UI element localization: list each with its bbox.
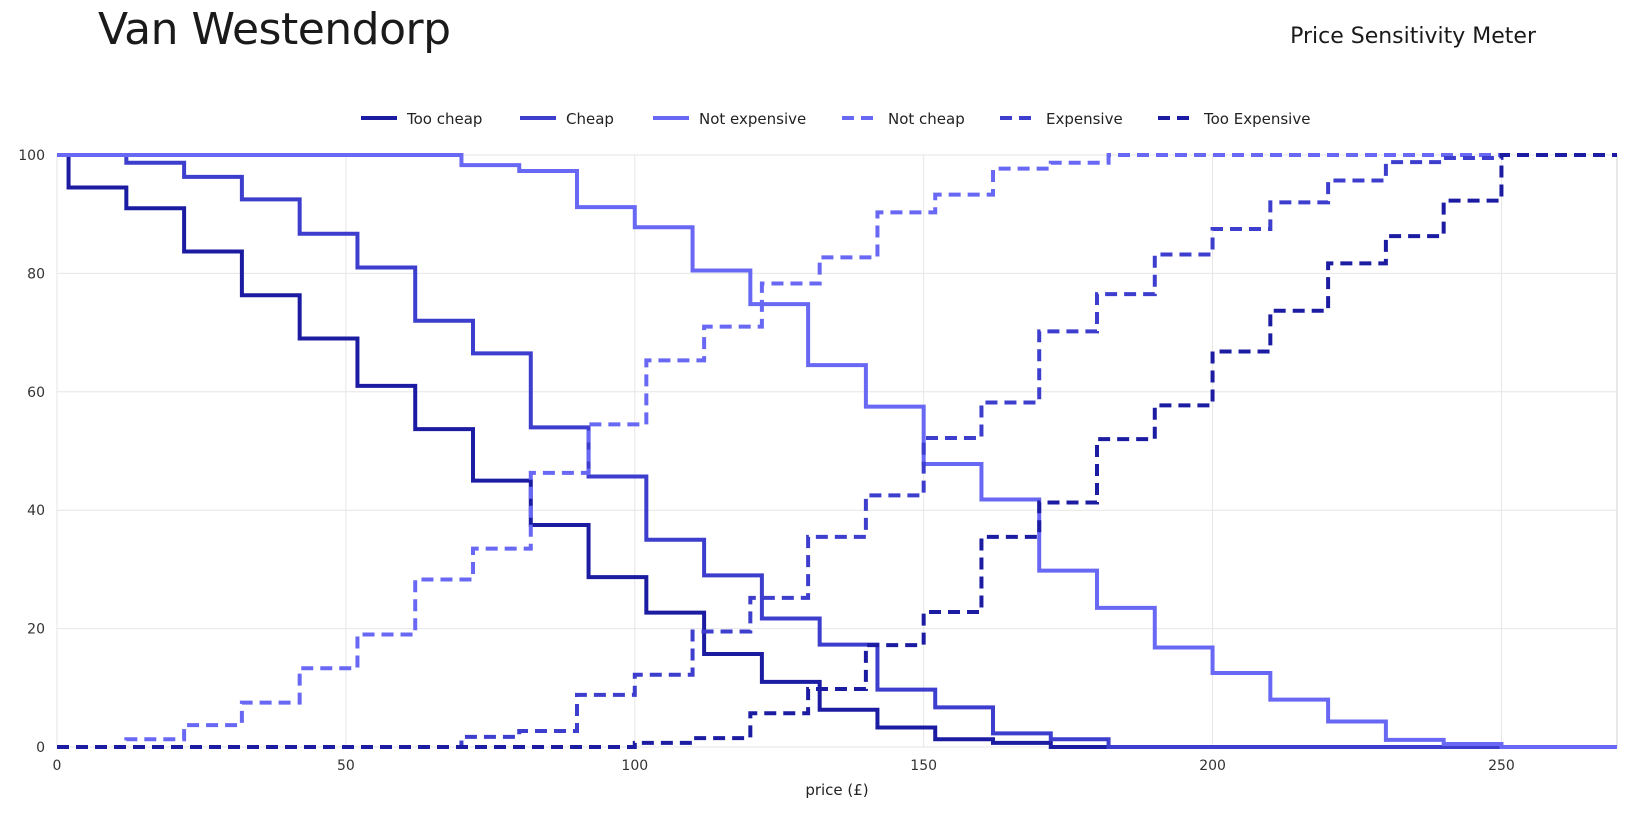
x-tick-label: 250 [1488, 758, 1515, 774]
legend-label: Not cheap [888, 110, 965, 128]
chart-title: Van Westendorp [98, 4, 451, 55]
series-line-not-expensive [57, 153, 1617, 749]
legend-item: Cheap [520, 110, 614, 128]
legend-item: Not expensive [653, 110, 806, 128]
legend-label: Expensive [1046, 110, 1123, 128]
y-tick-label: 60 [27, 385, 45, 401]
series-line-not-cheap [57, 153, 1617, 749]
x-tick-label: 200 [1199, 758, 1226, 774]
legend-item: Not cheap [842, 110, 965, 128]
x-tick-label: 100 [621, 758, 648, 774]
legend-label: Not expensive [699, 110, 806, 128]
y-tick-label: 40 [27, 503, 45, 519]
x-axis-label: price (£) [805, 781, 868, 799]
series-layer [57, 153, 1617, 749]
legend-label: Cheap [566, 110, 614, 128]
legend-item: Too cheap [361, 110, 482, 128]
y-tick-label: 100 [18, 148, 45, 164]
y-tick-label: 80 [27, 266, 45, 282]
series-line-expensive [57, 153, 1617, 749]
axis-layer: 0 50 100 150 200 250 0 20 40 60 80 100 [18, 148, 1515, 774]
series-line-cheap [57, 153, 1617, 749]
x-tick-label: 150 [910, 758, 937, 774]
series-line-too-cheap [57, 153, 1617, 749]
x-tick-label: 50 [337, 758, 355, 774]
x-tick-label: 0 [53, 758, 62, 774]
series-line-too-expensive [57, 153, 1617, 749]
legend-label: Too Expensive [1203, 110, 1310, 128]
plot-frame [56, 154, 1618, 748]
chart-subtitle: Price Sensitivity Meter [1290, 24, 1536, 49]
legend: Too cheap Cheap Not expensive Not cheap Expe… [361, 110, 1310, 128]
y-tick-label: 0 [36, 740, 45, 756]
grid-layer [56, 154, 1618, 748]
y-tick-label: 20 [27, 622, 45, 638]
legend-item: Too Expensive [1158, 110, 1310, 128]
legend-item: Expensive [1000, 110, 1123, 128]
legend-label: Too cheap [406, 110, 482, 128]
